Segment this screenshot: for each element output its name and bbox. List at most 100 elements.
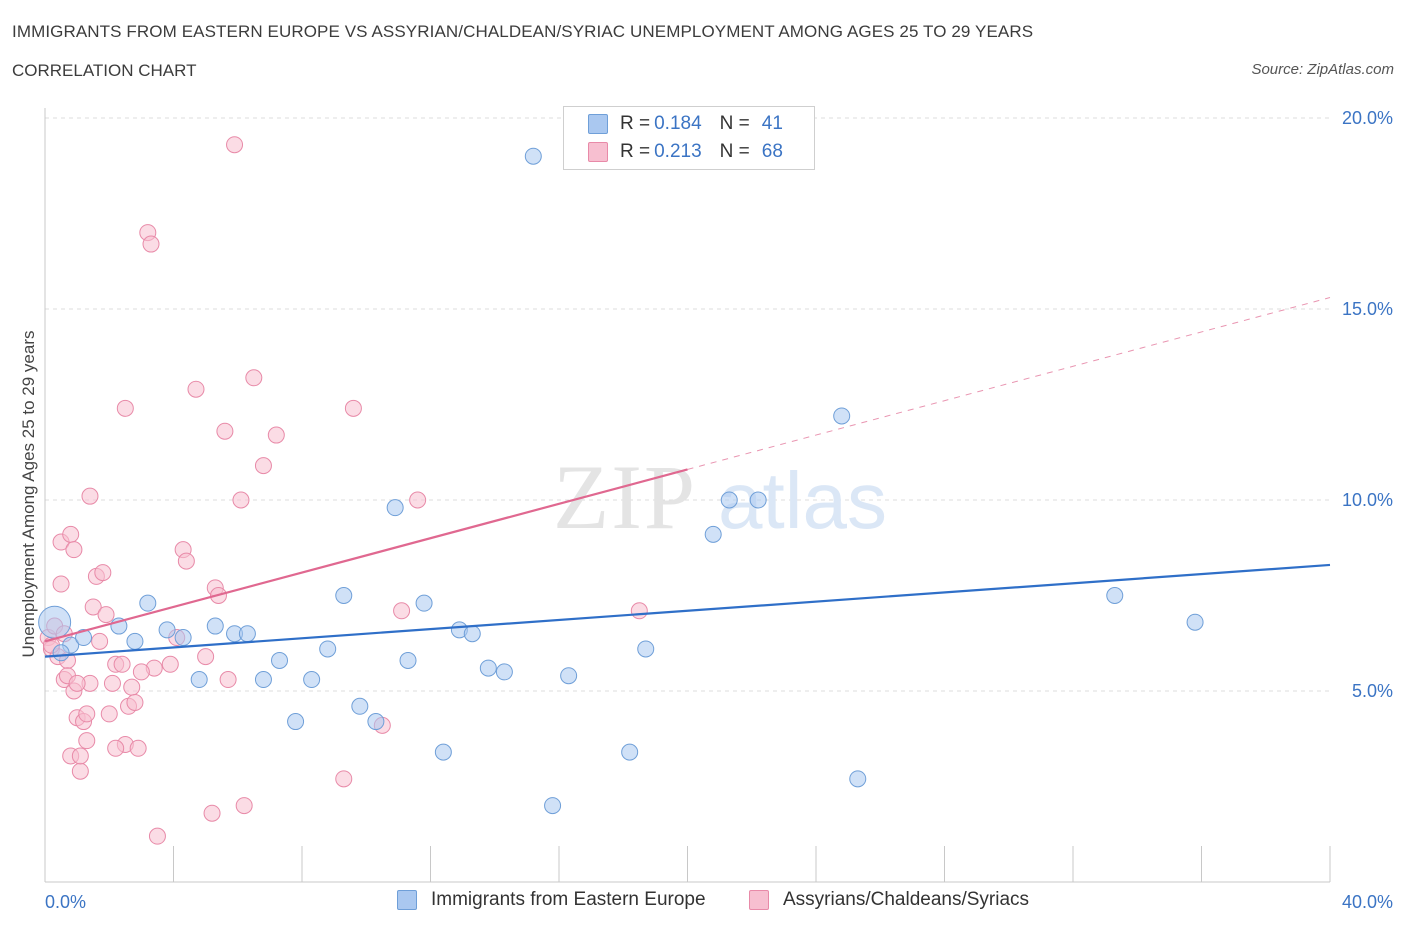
- blue-point: [38, 605, 72, 639]
- blue-point: [849, 770, 867, 788]
- blue-point: [238, 625, 256, 643]
- pink-point: [409, 491, 427, 509]
- blue-point: [621, 743, 639, 761]
- pink-point: [203, 804, 221, 822]
- bottom-legend-swatch-pink: [749, 890, 769, 910]
- bottom-legend-label-pink: Assyrians/Chaldeans/Syriacs: [783, 889, 1030, 910]
- blue-point: [1106, 587, 1124, 604]
- blue-point: [463, 625, 481, 643]
- blue-point: [158, 621, 176, 639]
- pink-point: [226, 136, 244, 154]
- bottom-legend-swatch-blue: [397, 890, 417, 910]
- y-tick-label: 15.0%: [1342, 299, 1393, 319]
- blue-point: [319, 640, 337, 658]
- blue-point: [704, 525, 722, 543]
- watermark: ZIP atlas: [553, 446, 887, 548]
- pink-point: [393, 602, 411, 620]
- legend-r-label: R =: [620, 141, 651, 162]
- legend-row-pink: R = 0.213 N = 68: [588, 140, 783, 164]
- pink-point: [219, 671, 237, 689]
- grid-lines: [45, 117, 1330, 692]
- axes: [44, 108, 1331, 883]
- pink-point: [235, 797, 253, 815]
- chart-subtitle: CORRELATION CHART: [12, 61, 197, 80]
- source-credit: Source: ZipAtlas.com: [1251, 61, 1394, 78]
- blue-point: [75, 629, 93, 647]
- bottom-legend-blue: Immigrants from Eastern Europe: [397, 889, 706, 911]
- blue-point: [720, 491, 738, 509]
- pink-point: [65, 541, 83, 559]
- blue-point: [1186, 613, 1204, 631]
- pink-point: [148, 827, 166, 845]
- legend-r-label: R =: [620, 113, 651, 134]
- legend-row-blue: R = 0.184 N = 41: [588, 112, 783, 136]
- pink-point: [113, 655, 131, 673]
- pink-point: [630, 602, 648, 620]
- chart-title: IMMIGRANTS FROM EASTERN EUROPE VS ASSYRI…: [12, 22, 1034, 41]
- blue-point: [52, 644, 70, 662]
- y-axis-label: Unemployment Among Ages 25 to 29 years: [19, 331, 38, 658]
- pink-point: [116, 399, 134, 417]
- pink-point: [129, 739, 147, 757]
- pink-point: [71, 762, 89, 780]
- blue-point: [415, 594, 433, 612]
- watermark-zip: ZIP: [553, 446, 697, 548]
- trend-lines: [44, 297, 1331, 658]
- blue-point: [833, 407, 851, 425]
- pink-point: [81, 487, 99, 505]
- pink-point: [344, 399, 362, 417]
- blue-point: [560, 667, 578, 685]
- legend-r-value: 0.213: [654, 141, 702, 162]
- pink-point: [126, 693, 144, 711]
- blue-point: [206, 617, 224, 635]
- blue-point: [479, 659, 497, 677]
- pink-point: [97, 606, 115, 624]
- blue-point: [335, 587, 353, 604]
- pink-point: [107, 739, 125, 757]
- pink-points: [39, 136, 648, 845]
- pink-point: [94, 564, 112, 582]
- blue-point: [190, 671, 208, 689]
- pink-point: [103, 674, 121, 692]
- blue-point: [367, 713, 385, 731]
- pink-point: [132, 663, 150, 681]
- pink-point: [254, 457, 272, 475]
- pink-point: [62, 525, 80, 543]
- y-tick-label: 5.0%: [1352, 681, 1393, 701]
- blue-point: [495, 663, 513, 681]
- legend-n-label: N =: [719, 141, 750, 162]
- blue-point: [524, 147, 542, 165]
- pink-point: [245, 369, 263, 387]
- pink-point: [78, 705, 96, 723]
- pink-point: [123, 678, 141, 696]
- pink-point: [71, 747, 89, 765]
- x-tick-label-min: 0.0%: [45, 892, 86, 912]
- pink-point: [177, 552, 195, 570]
- pink-trend-extension: [687, 297, 1331, 470]
- pink-point: [216, 422, 234, 440]
- blue-point: [434, 743, 452, 761]
- legend: R = 0.184 N = 41 R = 0.213 N = 68: [563, 106, 815, 170]
- pink-point: [52, 575, 70, 593]
- x-tick-label-max: 40.0%: [1342, 892, 1393, 912]
- legend-n-label: N =: [719, 113, 750, 134]
- tick-labels: 5.0% 10.0% 15.0% 20.0% 0.0% 40.0%: [45, 108, 1393, 912]
- blue-points: [38, 147, 1204, 815]
- y-tick-label: 20.0%: [1342, 108, 1393, 128]
- pink-trend-line: [44, 468, 688, 643]
- pink-point: [335, 770, 353, 788]
- bottom-legend-pink: Assyrians/Chaldeans/Syriacs: [749, 889, 1029, 911]
- pink-point: [267, 426, 285, 444]
- blue-point: [126, 632, 144, 650]
- bottom-legend-label-blue: Immigrants from Eastern Europe: [431, 889, 706, 910]
- blue-point: [139, 594, 157, 612]
- pink-point: [78, 732, 96, 750]
- watermark-atlas: atlas: [718, 456, 887, 545]
- blue-point: [544, 797, 562, 815]
- pink-point: [91, 632, 109, 650]
- pink-point: [84, 598, 102, 616]
- pink-point: [142, 235, 160, 253]
- blue-point: [271, 651, 289, 669]
- pink-point: [100, 705, 118, 723]
